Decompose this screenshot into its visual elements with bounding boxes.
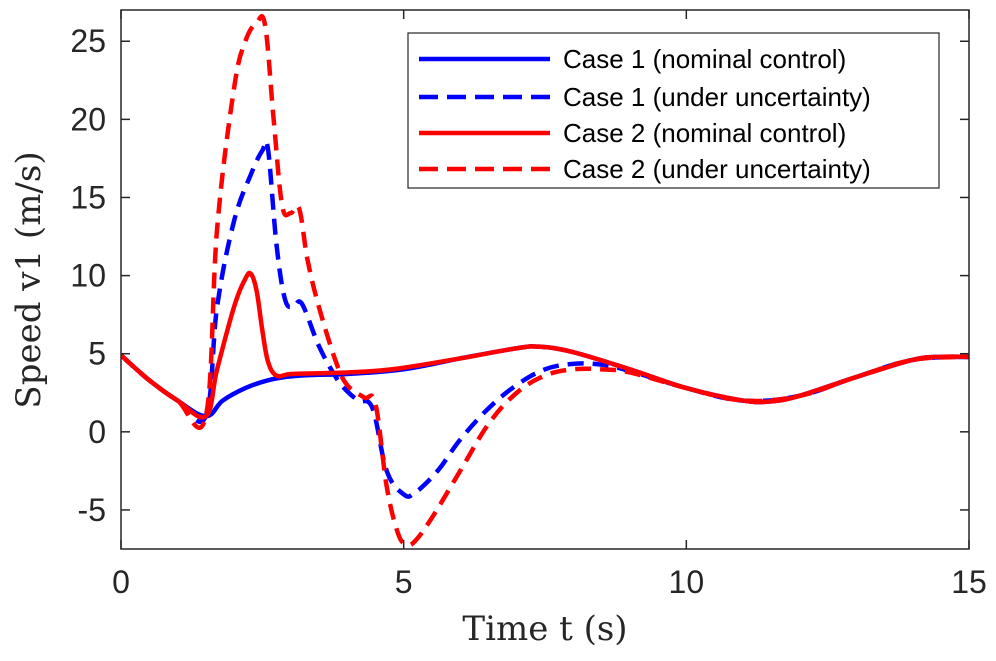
x-tick-label: 10 [669,564,705,600]
legend-label-2: Case 1 (under uncertainty) [563,82,871,112]
legend-label-3: Case 2 (nominal control) [563,118,846,148]
y-tick-label: 15 [70,179,106,215]
legend-label-1: Case 1 (nominal control) [563,44,846,74]
y-tick-label: -5 [78,492,106,528]
speed-chart: 0 5 10 15-50510152025 Time t (s) Speed v1 (… [0,0,996,661]
x-tick-label: 0 [112,564,130,600]
y-axis-label: Speed v1 (m/s) [9,151,49,408]
legend: Case 1 (nominal control) Case 1 (under un… [408,33,939,188]
legend-label-4: Case 2 (under uncertainty) [563,154,871,184]
y-tick-label: 0 [88,414,106,450]
x-tick-label: 5 [395,564,413,600]
y-tick-label: 20 [70,101,106,137]
y-tick-label: 5 [88,336,106,372]
y-tick-label: 10 [70,258,106,294]
x-tick-label: 15 [951,564,987,600]
y-tick-label: 25 [70,23,106,59]
x-axis-label: Time t (s) [462,609,627,649]
